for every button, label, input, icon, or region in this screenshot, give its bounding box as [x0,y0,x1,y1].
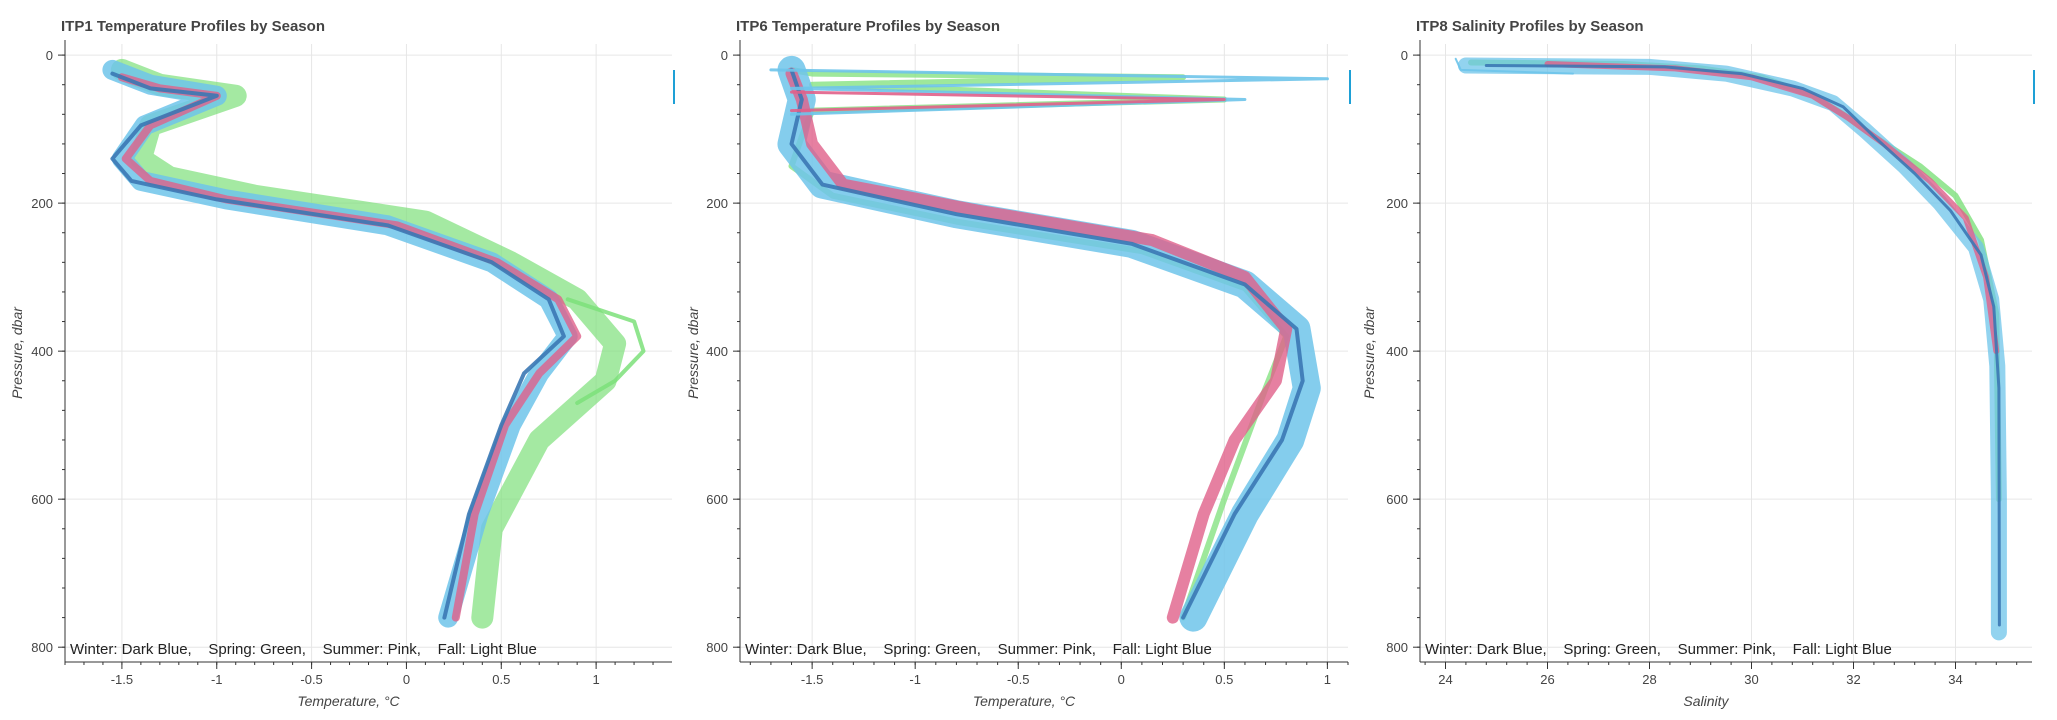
itp8-series-fall-line [1454,57,1574,75]
itp1-x-axis-label: Temperature, °C [297,693,400,709]
itp8-x-tick-label: 24 [1438,672,1452,687]
itp8-y-tick-label: 400 [1386,344,1408,359]
itp6-toolbar-handle[interactable] [1349,70,1351,104]
itp8-y-tick-label: 800 [1386,640,1408,655]
itp8-y-tick-label: 0 [1401,48,1408,63]
itp8-series-spring-line [1468,59,2002,503]
itp6-x-tick-label: -1.5 [801,672,823,687]
itp8-x-tick-label: 28 [1642,672,1656,687]
itp1-series-spring-line [565,297,646,405]
itp6-y-tick-label: 0 [721,48,728,63]
itp8-series-winter-line [1484,64,2001,627]
itp1-y-axis-label: Pressure, dbar [9,306,25,399]
itp6-series-fall-line [769,68,1329,116]
itp6-series-summer-line [790,90,1226,113]
itp6-series-spring-line [788,66,1290,621]
itp8-season-legend: Winter: Dark Blue, Spring: Green, Summer… [1425,641,1892,658]
itp6-season-legend: Winter: Dark Blue, Spring: Green, Summer… [745,641,1212,658]
itp8-chart-title: ITP8 Salinity Profiles by Season [1416,18,1644,35]
itp6-y-tick-label: 600 [706,492,728,507]
itp8-x-tick-label: 32 [1846,672,1860,687]
itp1-toolbar-handle[interactable] [673,70,675,104]
itp8-salinity-panel: ITP8 Salinity Profiles by Season 24 26 28 30… [1361,18,2035,709]
itp6-temperature-panel: ITP6 Temperature Profiles by Season -1.5 -… [685,18,1351,709]
itp6-x-tick-label: 0 [1118,672,1125,687]
itp1-series-summer-line [117,73,582,622]
itp6-series-fall-line [777,55,1321,632]
itp8-series-fall-line [1457,57,2007,641]
itp1-y-tick-label: 600 [31,492,53,507]
itp1-chart-title: ITP1 Temperature Profiles by Season [61,18,325,35]
itp6-x-axis-label: Temperature, °C [973,693,1076,709]
itp6-y-axis-label: Pressure, dbar [685,306,701,399]
itp1-y-tick-label: 400 [31,344,53,359]
itp1-y-tick-label: 200 [31,196,53,211]
itp1-temperature-panel: ITP1 Temperature Profiles by Season -1.5 -… [9,18,675,709]
itp6-y-tick-label: 800 [706,640,728,655]
itp1-x-tick-label: -0.5 [300,672,322,687]
itp1-y-tick-label: 0 [46,48,53,63]
itp8-y-axis-label: Pressure, dbar [1361,306,1377,399]
itp1-x-tick-label: -1 [211,672,223,687]
itp8-x-tick-label: 34 [1948,672,1962,687]
itp6-x-tick-label: 1 [1324,672,1331,687]
itp1-series-winter-line [110,71,566,620]
itp1-y-tick-label: 800 [31,640,53,655]
itp6-y-tick-label: 400 [706,344,728,359]
itp1-x-tick-label: -1.5 [111,672,133,687]
itp8-x-tick-label: 30 [1744,672,1758,687]
itp6-y-tick-label: 200 [706,196,728,211]
itp8-x-axis-label: Salinity [1683,693,1729,709]
itp6-series-summer-line [785,67,1293,624]
itp8-toolbar-handle[interactable] [2033,70,2035,104]
itp1-x-tick-label: 0 [403,672,410,687]
itp8-y-tick-label: 600 [1386,492,1408,507]
itp1-season-legend: Winter: Dark Blue, Spring: Green, Summer… [70,641,537,658]
itp6-chart-title: ITP6 Temperature Profiles by Season [736,18,1000,35]
itp1-x-tick-label: 1 [593,672,600,687]
itp1-series-spring-line [110,58,627,629]
itp1-x-tick-label: 0.5 [492,672,510,687]
itp6-series-winter-line [789,67,1305,620]
itp6-x-tick-label: -0.5 [1007,672,1029,687]
itp8-series-summer-line [1544,61,2000,355]
itp8-y-tick-label: 200 [1386,196,1408,211]
itp8-x-tick-label: 26 [1540,672,1554,687]
itp6-x-tick-label: -1 [909,672,921,687]
itp6-x-tick-label: 0.5 [1215,672,1233,687]
